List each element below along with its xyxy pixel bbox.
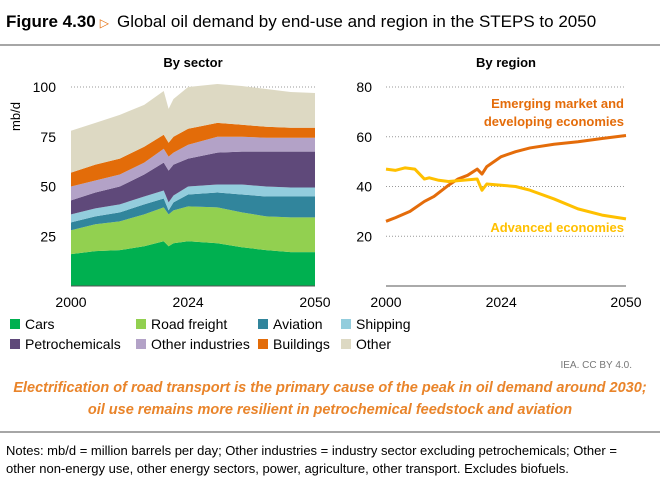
y-tick-label: 25: [40, 228, 56, 244]
legend-item: Cars: [10, 316, 55, 332]
legend-label: Other: [356, 336, 392, 352]
area-road-freight: [71, 206, 315, 255]
x-tick-label: 2050: [610, 294, 641, 310]
legend-item: Other: [341, 336, 391, 352]
area-other-industries: [71, 136, 315, 201]
legend-item: Aviation: [258, 316, 323, 332]
area-cars: [71, 241, 315, 286]
legend-item: Buildings: [258, 336, 330, 352]
legend-item: Petrochemicals: [10, 336, 121, 352]
y-tick-label: 40: [356, 179, 372, 195]
y-tick-label: 50: [40, 179, 56, 195]
legend-swatch: [136, 319, 146, 329]
area-buildings: [71, 122, 315, 187]
legend-swatch: [258, 319, 268, 329]
legend-swatch: [341, 339, 351, 349]
notes-line-2: other non-energy use, other energy secto…: [6, 461, 569, 476]
legend-label: Other industries: [151, 336, 250, 352]
y-axis-label: mb/d: [8, 102, 23, 131]
legend-swatch: [341, 319, 351, 329]
y-tick-label: 20: [356, 228, 372, 244]
charts: By sector mb/d 25 50 75 100 2000 2024 2050 By reg…: [8, 55, 642, 310]
x-tick-label: 2000: [370, 294, 401, 310]
legend-label: Petrochemicals: [25, 336, 121, 352]
legend-item: Road freight: [136, 316, 227, 332]
triangle-right-icon: ▷: [99, 16, 109, 30]
x-tick-label: 2024: [486, 294, 517, 310]
chart-title-sector: By sector: [163, 55, 222, 70]
caption-line-1: Electrification of road transport is the…: [13, 380, 647, 396]
legend-swatch: [10, 319, 20, 329]
y-tick-label: 60: [356, 129, 372, 145]
legend-label: Aviation: [273, 316, 323, 332]
legend-swatch: [136, 339, 146, 349]
y-tick-label: 100: [33, 79, 57, 95]
x-tick-label: 2024: [173, 294, 204, 310]
chart-title-region: By region: [476, 55, 536, 70]
source-credit: IEA. CC BY 4.0.: [560, 360, 632, 371]
legend-swatch: [258, 339, 268, 349]
x-tick-label: 2000: [55, 294, 86, 310]
series-label-advanced: Advanced economies: [490, 220, 624, 235]
y-tick-label: 80: [356, 79, 372, 95]
area-other: [71, 84, 315, 173]
top-divider: [0, 44, 660, 46]
x-tick-label: 2050: [299, 294, 330, 310]
legend-swatch: [10, 339, 20, 349]
bottom-divider: [0, 431, 660, 433]
figure-number: Figure 4.30: [6, 12, 96, 31]
series-label-emde-line1: Emerging market and: [491, 96, 624, 111]
legend-label: Shipping: [356, 316, 411, 332]
area-aviation: [71, 192, 315, 231]
legend-label: Buildings: [273, 336, 330, 352]
caption-line-2: oil use remains more resilient in petroc…: [87, 402, 573, 418]
series-label-emde-line2: developing economies: [484, 114, 624, 129]
legend-label: Road freight: [151, 316, 228, 332]
notes-line-1: Notes: mb/d = million barrels per day; O…: [6, 443, 617, 458]
figure-title-text: Global oil demand by end-use and region …: [117, 12, 597, 31]
y-tick-label: 75: [40, 129, 56, 145]
area-shipping: [71, 184, 315, 223]
line-series-0: [385, 134, 627, 223]
legend-item: Shipping: [341, 316, 411, 332]
line-series-1: [385, 166, 627, 221]
legend-item: Other industries: [136, 336, 250, 352]
legend-label: Cars: [25, 316, 55, 332]
area-petrochemicals: [71, 151, 315, 215]
figure-title: Figure 4.30 ▷ Global oil demand by end-use…: [6, 12, 596, 32]
